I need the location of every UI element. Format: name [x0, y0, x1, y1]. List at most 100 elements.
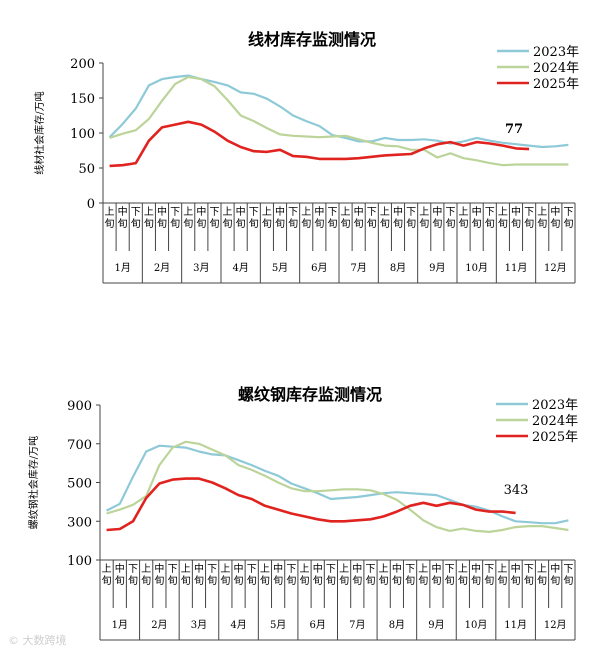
- x-tick-label: 下旬: [563, 564, 573, 587]
- legend-label: 2024年: [533, 61, 579, 76]
- x-tick-label: 上旬: [141, 563, 151, 587]
- x-tick-label: 下旬: [128, 564, 138, 587]
- month-label: 2月: [151, 619, 167, 631]
- x-tick-label: 中旬: [118, 205, 128, 230]
- x-tick-label: 下旬: [247, 564, 257, 587]
- x-tick-label: 下旬: [168, 564, 178, 587]
- x-tick-label: 中旬: [313, 562, 323, 587]
- legend-label: 2023年: [533, 45, 579, 60]
- month-label: 7月: [349, 619, 365, 631]
- x-tick-label: 中旬: [275, 205, 285, 230]
- x-tick-label: 下旬: [445, 564, 455, 587]
- x-tick-label: 中旬: [354, 205, 364, 230]
- x-tick-label: 中旬: [393, 205, 403, 230]
- x-tick-label: 下旬: [563, 207, 573, 230]
- x-tick-label: 中旬: [352, 562, 362, 587]
- x-tick-label: 上旬: [497, 563, 507, 587]
- y-tick-label: 700: [67, 438, 92, 453]
- x-tick-label: 中旬: [550, 205, 560, 230]
- month-label: 12月: [544, 619, 567, 631]
- month-label: 5月: [270, 619, 286, 631]
- x-tick-label: 上旬: [223, 206, 233, 230]
- x-tick-label: 中旬: [471, 562, 481, 587]
- x-tick-label: 上旬: [181, 563, 191, 587]
- x-tick-label: 下旬: [286, 564, 296, 587]
- month-label: 4月: [232, 262, 248, 274]
- y-tick-label: 0: [87, 197, 95, 212]
- x-tick-label: 上旬: [183, 206, 193, 230]
- x-tick-label: 中旬: [157, 205, 167, 230]
- chart-title: 螺纹钢库存监测情况: [238, 385, 382, 404]
- x-tick-label: 中旬: [115, 562, 125, 587]
- legend-label: 2025年: [533, 77, 579, 92]
- watermark: © 大数跨境: [8, 634, 67, 647]
- x-tick-label: 下旬: [524, 207, 534, 230]
- x-tick-label: 中旬: [432, 205, 442, 230]
- x-tick-label: 上旬: [220, 563, 230, 587]
- x-tick-label: 上旬: [458, 563, 468, 587]
- month-label: 1月: [112, 619, 128, 631]
- x-tick-label: 下旬: [524, 564, 534, 587]
- latest-value-label: 343: [504, 483, 529, 498]
- month-label: 3月: [191, 619, 207, 631]
- x-tick-label: 中旬: [431, 562, 441, 587]
- x-tick-label: 中旬: [236, 205, 246, 230]
- y-tick-label: 300: [67, 515, 92, 530]
- x-tick-label: 中旬: [511, 205, 521, 230]
- series-line-2024: [109, 75, 569, 167]
- x-tick-label: 下旬: [405, 564, 415, 587]
- x-tick-label: 下旬: [485, 207, 495, 230]
- y-tick-label: 100: [70, 127, 95, 142]
- month-label: 7月: [350, 262, 366, 274]
- x-tick-label: 上旬: [418, 563, 428, 587]
- x-tick-label: 上旬: [341, 206, 351, 230]
- month-label: 11月: [505, 262, 528, 274]
- x-tick-label: 上旬: [300, 563, 310, 587]
- x-tick-label: 上旬: [380, 206, 390, 230]
- chart-2: 螺纹钢库存监测情况螺纹钢社会库存/万吨100300500700900上旬中旬下旬…: [27, 385, 578, 641]
- month-label: 5月: [272, 262, 288, 274]
- month-label: 3月: [193, 262, 209, 274]
- x-tick-label: 上旬: [102, 563, 112, 587]
- x-tick-label: 中旬: [472, 205, 482, 230]
- x-tick-label: 下旬: [131, 207, 141, 230]
- month-label: 6月: [311, 262, 327, 274]
- y-tick-label: 200: [70, 57, 95, 72]
- x-tick-label: 上旬: [379, 563, 389, 587]
- x-tick-label: 上旬: [339, 563, 349, 587]
- month-label: 10月: [465, 619, 488, 631]
- x-tick-label: 上旬: [498, 206, 508, 230]
- legend-label: 2023年: [532, 398, 578, 413]
- x-tick-label: 中旬: [154, 562, 164, 587]
- x-tick-label: 下旬: [406, 207, 416, 230]
- x-tick-label: 下旬: [484, 564, 494, 587]
- x-tick-label: 下旬: [326, 564, 336, 587]
- x-tick-label: 中旬: [511, 562, 521, 587]
- x-tick-label: 上旬: [262, 206, 272, 230]
- y-axis-label: 螺纹钢社会库存/万吨: [27, 436, 40, 529]
- x-tick-label: 下旬: [288, 207, 298, 230]
- x-tick-label: 上旬: [537, 563, 547, 587]
- latest-value-label: 77: [505, 122, 523, 137]
- x-tick-label: 下旬: [207, 564, 217, 587]
- x-tick-label: 中旬: [314, 205, 324, 230]
- y-tick-label: 900: [67, 399, 92, 414]
- series-line-2025: [106, 477, 516, 532]
- x-tick-label: 中旬: [550, 562, 560, 587]
- x-tick-label: 中旬: [273, 562, 283, 587]
- x-tick-label: 下旬: [249, 207, 259, 230]
- month-label: 2月: [154, 262, 170, 274]
- y-tick-label: 150: [70, 92, 95, 107]
- x-tick-label: 下旬: [367, 207, 377, 230]
- x-tick-label: 下旬: [445, 207, 455, 230]
- chart-title: 线材库存监测情况: [248, 30, 376, 49]
- legend-label: 2025年: [532, 430, 578, 445]
- x-tick-label: 中旬: [392, 562, 402, 587]
- month-label: 10月: [465, 262, 488, 274]
- chart-1: 线材库存监测情况线材社会库存/万吨050100150200上旬中旬下旬上旬中旬下…: [33, 30, 579, 284]
- x-tick-label: 上旬: [459, 206, 469, 230]
- x-tick-label: 中旬: [194, 562, 204, 587]
- month-label: 8月: [390, 262, 406, 274]
- x-tick-label: 下旬: [365, 564, 375, 587]
